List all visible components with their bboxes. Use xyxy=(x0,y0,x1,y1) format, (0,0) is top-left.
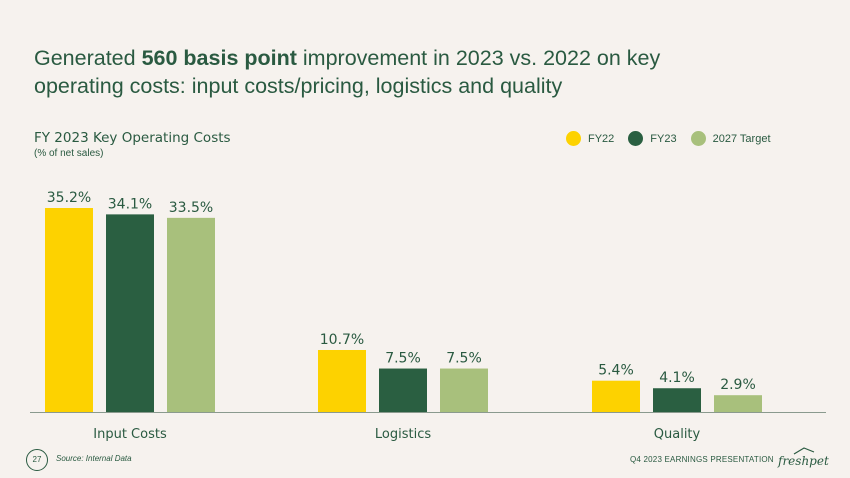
bar-quality-2027-target xyxy=(714,395,762,412)
bar-quality-fy22 xyxy=(592,380,640,412)
headline: Generated 560 basis point improvement in… xyxy=(34,46,661,98)
page-number: 27 xyxy=(26,449,48,471)
bar-quality-fy23 xyxy=(653,388,701,412)
data-label-input-costs-2027-target: 33.5% xyxy=(169,200,213,216)
legend-item-fy23: FY23 xyxy=(628,131,677,146)
category-label-input-costs: Input Costs xyxy=(93,427,167,442)
legend-swatch-fy23 xyxy=(628,131,644,146)
data-label-logistics-fy23: 7.5% xyxy=(385,351,421,367)
data-label-input-costs-fy22: 35.2% xyxy=(47,190,91,206)
bar-input-costs-2027-target xyxy=(167,217,215,412)
data-label-logistics-fy22: 10.7% xyxy=(320,332,364,348)
bar-input-costs-fy23 xyxy=(106,214,154,412)
legend-item-fy22: FY22 xyxy=(566,131,614,146)
headline-emphasis: 560 basis point xyxy=(141,46,297,70)
presentation-label: Q4 2023 EARNINGS PRESENTATION xyxy=(630,455,774,464)
source-note: Source: Internal Data xyxy=(56,454,132,463)
legend-label-2027-target: 2027 Target xyxy=(712,132,771,145)
category-label-quality: Quality xyxy=(654,427,701,442)
bar-logistics-fy22 xyxy=(318,349,366,412)
chart-legend: FY22 FY23 2027 Target xyxy=(566,131,785,146)
data-label-input-costs-fy23: 34.1% xyxy=(108,196,152,212)
legend-label-fy23: FY23 xyxy=(650,132,677,145)
legend-swatch-2027-target xyxy=(690,131,706,146)
bar-logistics-fy23 xyxy=(379,368,427,412)
freshpet-logo: freshpet xyxy=(778,447,829,470)
data-label-quality-fy22: 5.4% xyxy=(598,363,634,379)
data-label-quality-2027-target: 2.9% xyxy=(720,377,756,393)
bar-logistics-2027-target xyxy=(440,368,488,412)
chart-title: FY 2023 Key Operating Costs xyxy=(34,130,231,146)
bar-input-costs-fy22 xyxy=(45,208,93,412)
legend-swatch-fy22 xyxy=(566,131,581,146)
legend-label-fy22: FY22 xyxy=(588,132,615,145)
logo-roof-icon xyxy=(793,447,815,455)
logo-text: freshpet xyxy=(778,454,829,468)
category-label-logistics: Logistics xyxy=(375,427,431,442)
data-label-quality-fy23: 4.1% xyxy=(659,370,695,386)
legend-item-2027-target: 2027 Target xyxy=(690,131,771,146)
chart-subtitle: (% of net sales) xyxy=(34,148,104,159)
data-label-logistics-2027-target: 7.5% xyxy=(446,351,482,367)
